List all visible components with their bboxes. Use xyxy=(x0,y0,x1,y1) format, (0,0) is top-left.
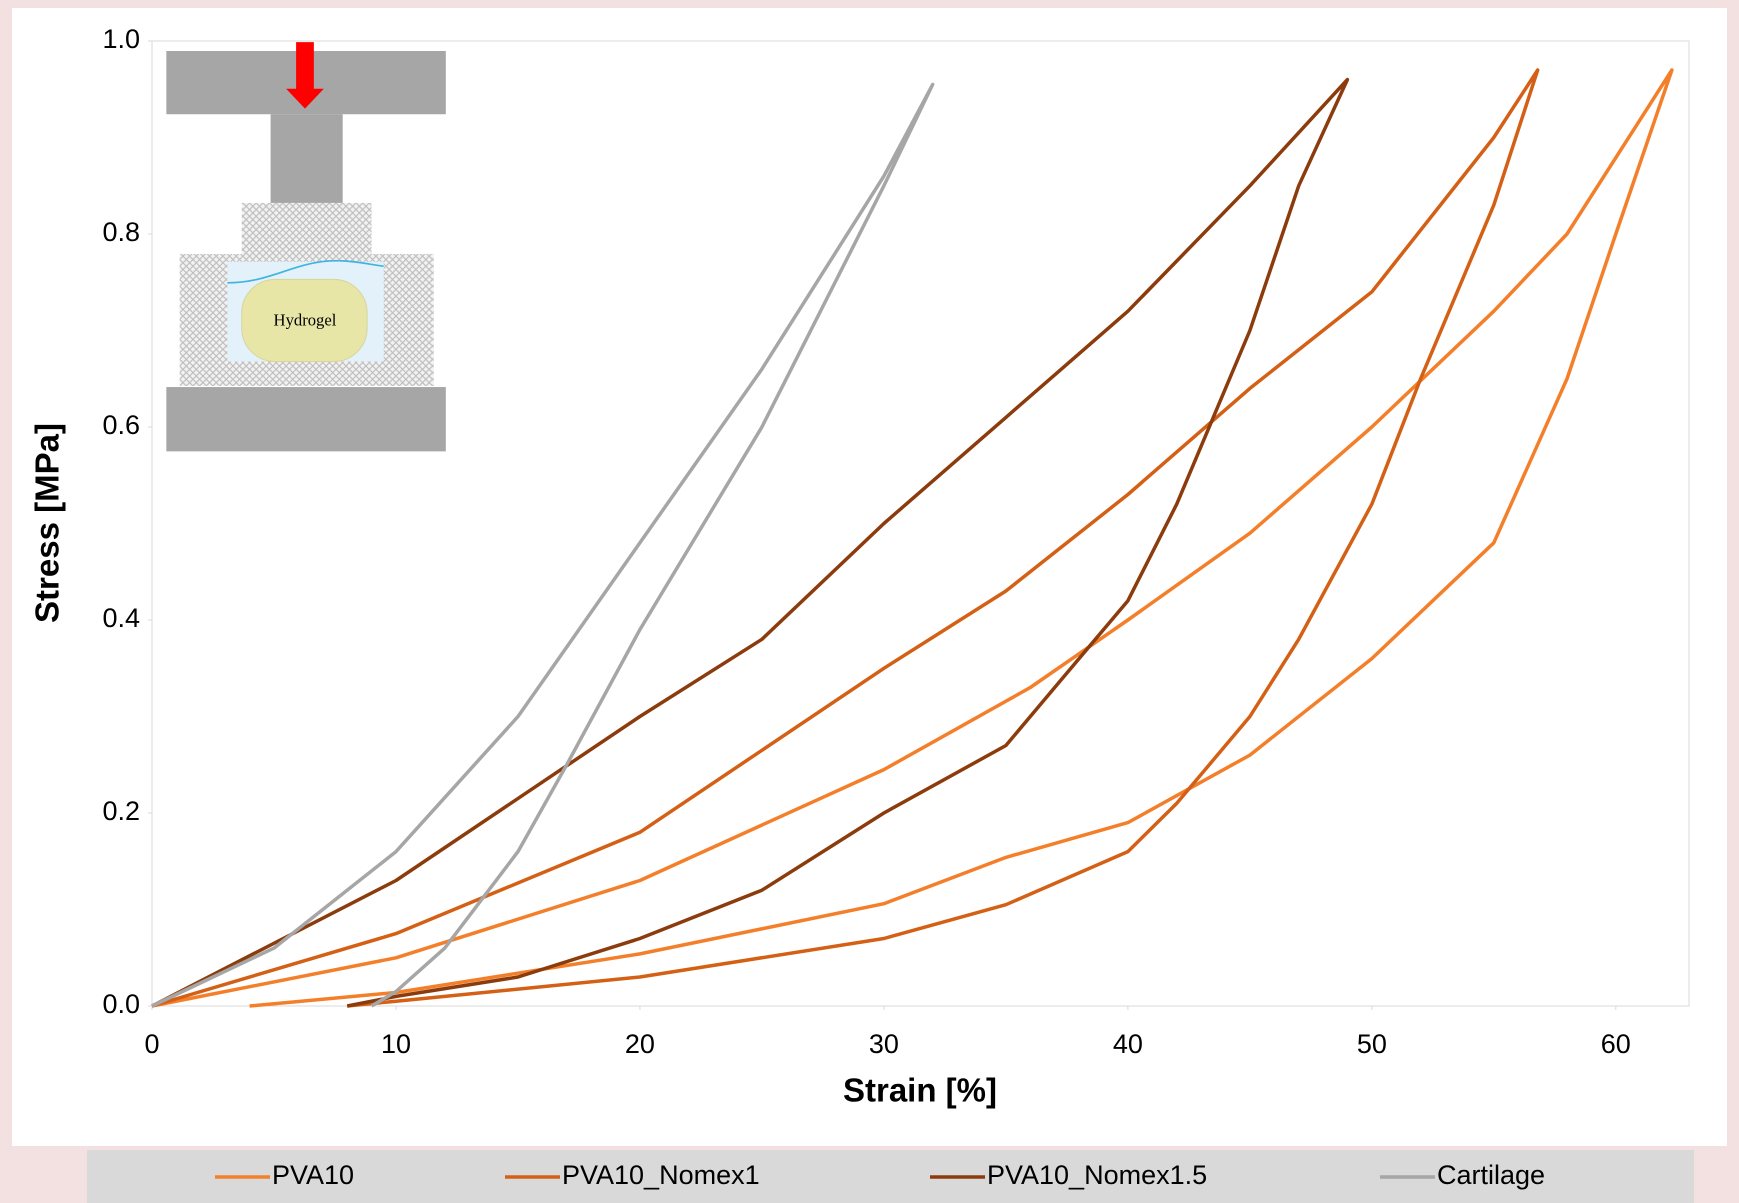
y-tick-label: 0.0 xyxy=(102,989,140,1019)
legend-label: PVA10_Nomex1 xyxy=(562,1160,760,1190)
legend-label: PVA10_Nomex1.5 xyxy=(987,1160,1207,1190)
x-axis-title: Strain [%] xyxy=(843,1072,997,1109)
y-tick-label: 0.8 xyxy=(102,217,140,247)
y-tick-label: 0.6 xyxy=(102,410,140,440)
x-tick-label: 10 xyxy=(381,1029,411,1059)
chart: Hydrogel Strain [%] Stress [MPa] 0.0 0.2 0… xyxy=(0,0,1739,1203)
page: Hydrogel Strain [%] Stress [MPa] 0.0 0.2 0… xyxy=(0,0,1739,1203)
y-tick-label: 0.2 xyxy=(102,796,140,826)
x-tick-label: 50 xyxy=(1357,1029,1387,1059)
y-tick-label: 1.0 xyxy=(102,24,140,54)
x-tick-label: 20 xyxy=(625,1029,655,1059)
x-tick-label: 60 xyxy=(1601,1029,1631,1059)
chart-background xyxy=(12,8,1727,1146)
y-tick-label: 0.4 xyxy=(102,603,140,633)
x-tick-label: 30 xyxy=(869,1029,899,1059)
x-tick-label: 40 xyxy=(1113,1029,1143,1059)
y-axis-title: Stress [MPa] xyxy=(29,423,66,623)
x-tick-label: 0 xyxy=(144,1029,159,1059)
legend-label: Cartilage xyxy=(1437,1160,1545,1190)
inset-label: Hydrogel xyxy=(274,310,337,329)
legend-label: PVA10 xyxy=(272,1160,354,1190)
